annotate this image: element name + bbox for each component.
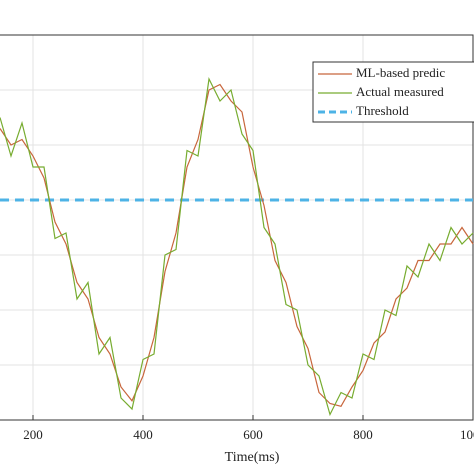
legend-label: Actual measured (356, 84, 444, 99)
plot-frame (0, 34, 474, 421)
x-tick-label: 1000 (460, 427, 474, 442)
x-axis-label: Time(ms) (225, 450, 280, 465)
legend-box (312, 61, 474, 123)
series-line (0, 83, 474, 407)
x-tick-label: 400 (133, 427, 153, 442)
series-line (0, 77, 474, 417)
x-tick-label: 600 (243, 427, 263, 442)
legend-label: ML-based predic (356, 65, 445, 80)
legend-label: Threshold (356, 103, 409, 118)
x-tick-label: 800 (353, 427, 373, 442)
x-tick-label: 200 (23, 427, 43, 442)
